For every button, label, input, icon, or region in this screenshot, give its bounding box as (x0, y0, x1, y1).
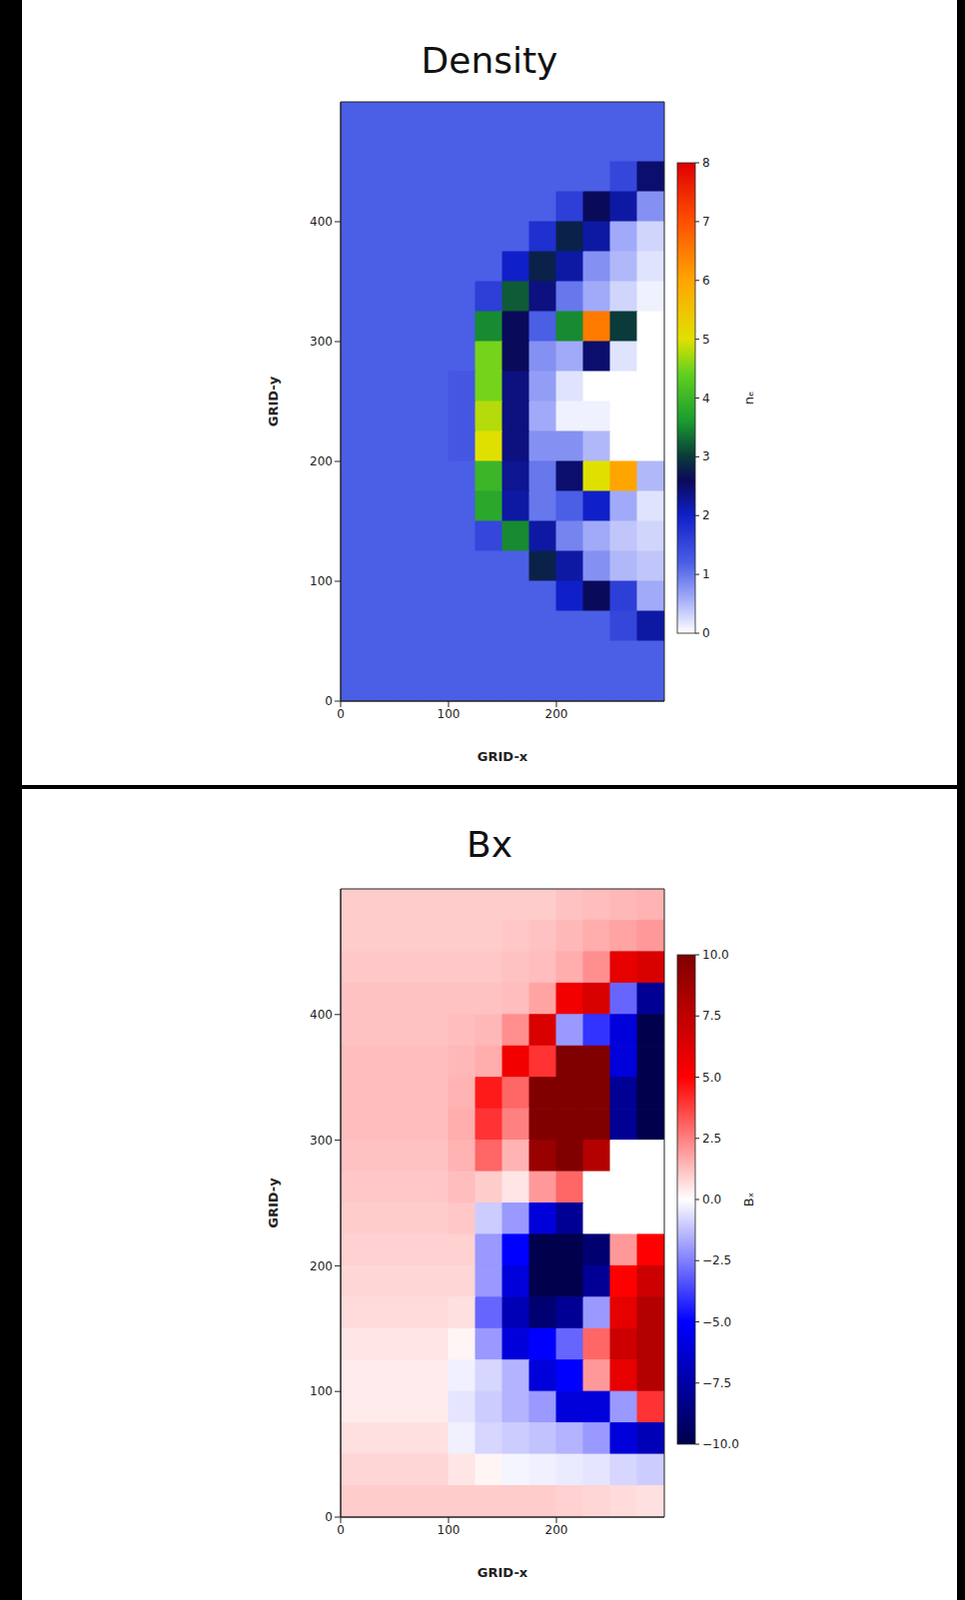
svg-text:100: 100 (309, 574, 333, 589)
svg-text:0: 0 (324, 1510, 333, 1525)
svg-text:−2.5: −2.5 (702, 1253, 732, 1268)
html-text:Bx: Bx (466, 824, 513, 866)
svg-text:10.0: 10.0 (702, 948, 730, 963)
svg-text:100: 100 (437, 1523, 461, 1538)
svg-text:6: 6 (702, 273, 711, 288)
svg-text:0: 0 (702, 626, 711, 641)
svg-text:300: 300 (309, 334, 333, 349)
svg-text:2: 2 (702, 508, 711, 523)
svg-text:0: 0 (336, 1523, 345, 1538)
svg-text:200: 200 (309, 454, 333, 469)
svg-text:200: 200 (545, 707, 569, 722)
svg-text:200: 200 (309, 1259, 333, 1274)
svg-text:5: 5 (702, 332, 711, 347)
svg-text:2.5: 2.5 (702, 1131, 722, 1146)
svg-text:GRID-y: GRID-y (265, 1177, 281, 1229)
svg-text:−5.0: −5.0 (702, 1315, 732, 1330)
svg-text:400: 400 (309, 214, 333, 229)
svg-text:GRID-x: GRID-x (477, 1565, 529, 1581)
svg-text:200: 200 (545, 1523, 569, 1538)
svg-text:−10.0: −10.0 (702, 1437, 740, 1452)
svg-text:400: 400 (309, 1007, 333, 1022)
svg-text:nₑ: nₑ (741, 391, 757, 406)
svg-text:7.5: 7.5 (702, 1008, 722, 1023)
svg-text:0.0: 0.0 (702, 1192, 722, 1207)
svg-text:8: 8 (702, 155, 711, 170)
svg-text:GRID-y: GRID-y (265, 375, 281, 427)
svg-text:0: 0 (324, 694, 333, 709)
html-text:Density: Density (421, 39, 558, 81)
svg-text:Bₓ: Bₓ (741, 1191, 757, 1207)
svg-text:0: 0 (336, 707, 345, 722)
svg-text:5.0: 5.0 (702, 1070, 722, 1085)
svg-text:4: 4 (702, 391, 711, 406)
svg-text:7: 7 (702, 214, 711, 229)
svg-text:3: 3 (702, 449, 711, 464)
svg-text:300: 300 (309, 1133, 333, 1148)
svg-text:GRID-x: GRID-x (477, 749, 529, 765)
svg-text:1: 1 (702, 567, 711, 582)
svg-text:100: 100 (437, 707, 461, 722)
svg-text:−7.5: −7.5 (702, 1376, 732, 1391)
svg-text:100: 100 (309, 1384, 333, 1399)
